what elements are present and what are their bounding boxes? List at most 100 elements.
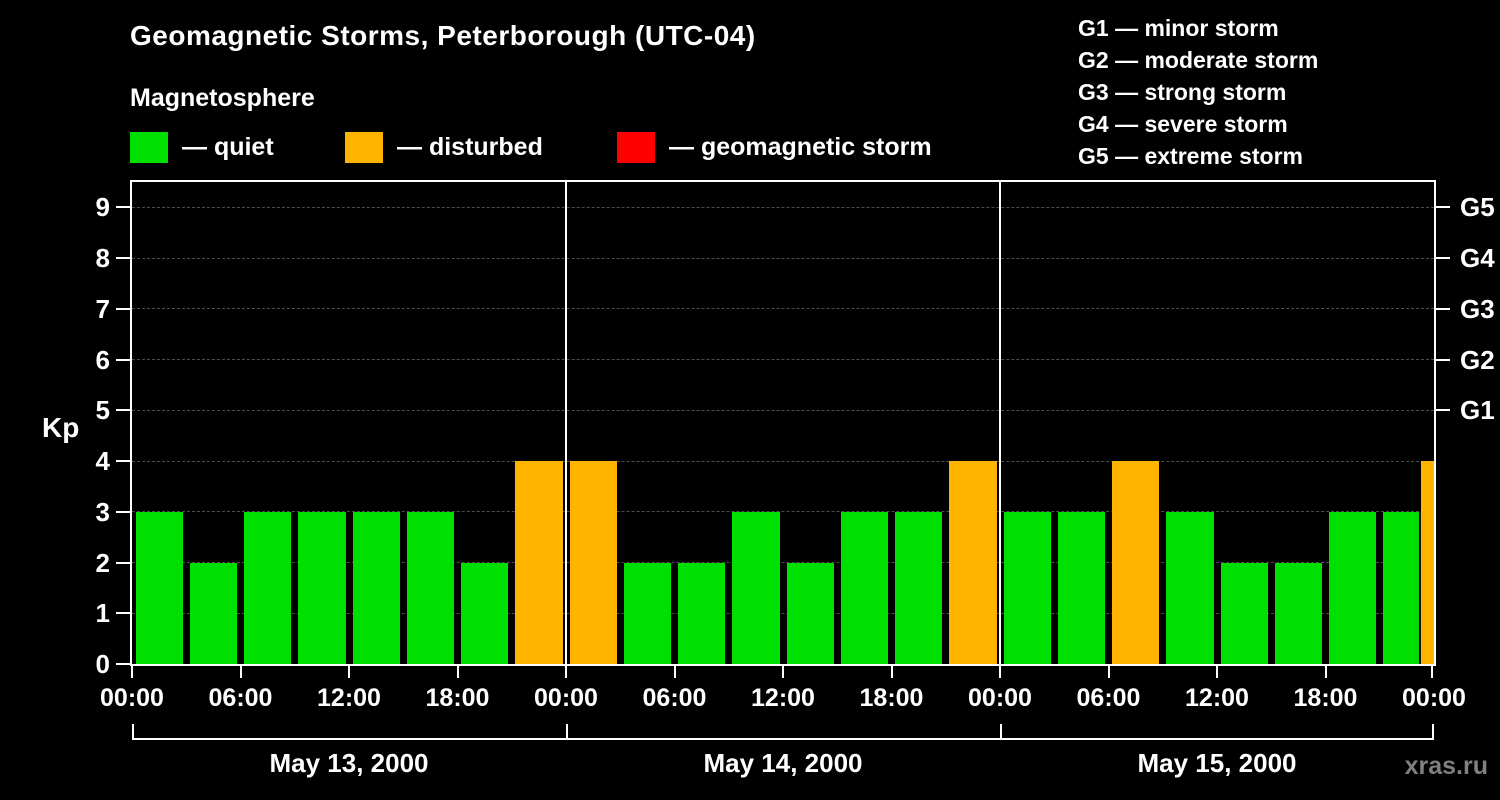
x-axis-tick [1324,666,1327,678]
disturbed-color-swatch-icon [345,132,383,163]
g1-legend-line: G1 — minor storm [1078,15,1279,41]
y-axis-tick [116,460,130,463]
g-axis-tick [1436,358,1450,361]
kp-bar [840,511,889,664]
y-axis-tick-label: 4 [95,446,110,477]
g-scale-legend: G1 — minor storm G2 — moderate storm G3 … [1078,12,1318,172]
x-axis-tick [131,666,133,678]
g2-legend-line: G2 — moderate storm [1078,47,1319,73]
date-bracket-tick [1432,724,1434,740]
kp-bar [515,461,563,664]
y-axis-tick [116,510,130,513]
x-axis-tick [999,666,1001,678]
x-axis-tick-label: 00:00 [968,684,1032,712]
kp-bar [732,511,780,664]
gridline [132,511,1434,513]
kp-bar [1112,461,1160,664]
y-axis-tick-label: 3 [95,496,110,527]
x-axis-tick [239,666,242,678]
kp-bar [1003,511,1051,664]
kp-bar [786,562,834,664]
x-axis-tick-label: 06:00 [642,684,707,712]
x-axis-tick [565,666,567,678]
g-axis-tick-label: G1 [1460,395,1495,426]
y-axis-tick-label: 1 [95,598,110,629]
gridline [132,308,1434,310]
kp-bar [895,511,943,664]
y-axis-tick [116,206,130,209]
storm-color-swatch-icon [617,132,655,163]
gridline [132,460,1434,462]
watermark: xras.ru [1404,752,1488,780]
date-bracket-tick [566,724,568,740]
kp-bar [1274,562,1323,664]
legend-storm-label: — geomagnetic storm [669,133,932,161]
g-axis-tick [1436,409,1450,412]
y-axis-tick [116,257,130,260]
x-axis-tick-label: 12:00 [751,684,815,712]
gridline [132,562,1434,564]
kp-bar [1383,511,1419,664]
y-axis-tick-label: 2 [95,547,110,578]
page-title: Geomagnetic Storms, Peterborough (UTC-04… [130,20,756,51]
gridline [132,409,1434,411]
x-axis-tick-label: 00:00 [100,684,164,712]
x-axis-tick-label: 12:00 [1185,684,1249,712]
x-axis-tick-label: 00:00 [534,684,598,712]
kp-bar [678,562,726,664]
kp-bar-partial [1421,461,1434,664]
x-axis-tick-label: 18:00 [1293,684,1358,712]
date-label: May 14, 2000 [703,748,863,778]
kp-bar [949,461,997,664]
kp-bar [352,511,400,664]
x-axis-tick [890,666,893,678]
kp-bar [1220,562,1268,664]
g-axis-tick [1436,307,1450,310]
g-axis-tick [1436,206,1450,209]
y-axis-tick-label: 8 [95,243,110,274]
g5-legend-line: G5 — extreme storm [1078,143,1303,169]
day-separator-line [565,182,567,664]
x-axis-tick-label: 18:00 [425,684,490,712]
y-axis-tick-label: 9 [95,192,110,223]
y-axis-tick [116,409,130,412]
x-axis-tick [1216,666,1218,678]
g-axis-tick-label: G2 [1460,344,1495,375]
x-axis-tick [673,666,676,678]
kp-bar [1057,511,1106,664]
legend-disturbed-label: — disturbed [397,133,543,161]
g3-legend-line: G3 — strong storm [1078,79,1287,105]
y-axis-title: Kp [42,412,80,443]
kp-bar [623,562,672,664]
x-axis-tick [348,666,350,678]
date-bracket-line [132,738,1434,740]
x-axis-tick-label: 06:00 [1076,684,1141,712]
y-axis-tick-label: 7 [95,293,110,324]
g-axis-tick-label: G3 [1460,293,1495,324]
kp-bar [1329,511,1377,664]
date-bracket-tick [1000,724,1002,740]
g-axis-tick-label: G4 [1460,243,1495,274]
gridline [132,612,1434,614]
y-axis-tick [116,663,130,665]
gridline [132,257,1434,259]
y-axis-tick [116,358,130,361]
legend-item-disturbed: — disturbed [345,132,543,163]
y-axis-tick [116,561,130,564]
g-axis-tick [1436,257,1450,260]
x-axis-tick-label: 00:00 [1402,684,1466,712]
date-label: May 15, 2000 [1137,748,1297,778]
kp-bar [461,562,509,664]
x-axis-tick [1107,666,1110,678]
plot-area: 0 1 2 3 4 5 6 7 8 9 G1 G2 G3 G4 G5 00:00 06:00 12:00 18:00… [96,180,1495,778]
g-axis-tick-label: G5 [1460,192,1495,223]
kp-bar [189,562,238,664]
y-axis-tick-label: 0 [95,649,110,679]
gridline [132,359,1434,361]
x-axis-tick [456,666,459,678]
gridline [132,206,1434,208]
x-axis-tick [1431,666,1433,678]
date-label: May 13, 2000 [269,748,429,778]
y-axis-tick-label: 5 [95,395,110,426]
legend-quiet-label: — quiet [182,133,274,161]
